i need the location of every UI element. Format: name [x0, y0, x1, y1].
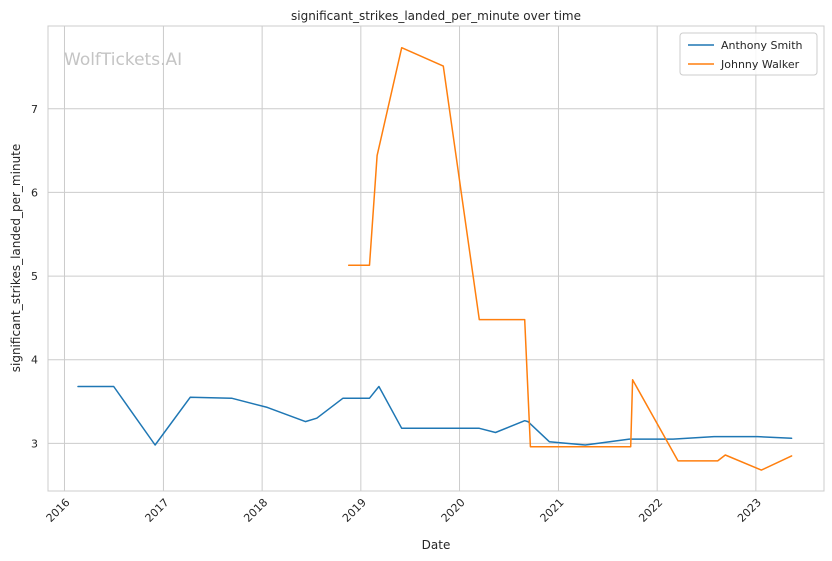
y-tick-label: 5 — [31, 270, 38, 283]
data-point-johnny-walker — [677, 460, 679, 462]
data-point-anthony-smith — [189, 397, 191, 399]
plot-frame — [47, 25, 825, 492]
data-point-johnny-walker — [760, 469, 762, 471]
data-point-anthony-smith — [527, 421, 529, 423]
data-point-anthony-smith — [524, 420, 526, 422]
data-point-anthony-smith — [77, 386, 79, 388]
data-point-anthony-smith — [369, 397, 371, 399]
data-point-johnny-walker — [725, 454, 727, 456]
data-point-anthony-smith — [266, 407, 268, 409]
legend-box — [679, 32, 818, 76]
series-line-johnny-walker — [347, 46, 793, 471]
legend: Anthony Smith Johnny Walker — [679, 32, 818, 76]
series-lines — [77, 46, 793, 471]
data-point-johnny-walker — [443, 65, 445, 67]
data-point-anthony-smith — [478, 427, 480, 429]
data-point-johnny-walker — [401, 47, 403, 49]
data-point-anthony-smith — [113, 386, 115, 388]
legend-label-anthony-smith: Anthony Smith — [721, 39, 803, 52]
data-point-anthony-smith — [548, 441, 550, 443]
data-point-johnny-walker — [524, 319, 526, 321]
data-point-anthony-smith — [713, 436, 715, 438]
data-point-johnny-walker — [530, 446, 532, 448]
data-point-johnny-walker — [630, 446, 632, 448]
data-point-anthony-smith — [231, 397, 233, 399]
data-point-anthony-smith — [401, 427, 403, 429]
data-point-johnny-walker — [632, 379, 634, 381]
series-line-anthony-smith — [77, 385, 793, 446]
data-point-johnny-walker — [478, 319, 480, 321]
data-point-anthony-smith — [629, 438, 631, 440]
x-axis-title: Date — [422, 538, 451, 552]
data-point-anthony-smith — [154, 444, 156, 446]
data-point-johnny-walker — [348, 264, 350, 266]
data-point-anthony-smith — [378, 386, 380, 388]
y-tick-labels: 3 4 5 6 7 — [31, 103, 38, 451]
watermark: WolfTickets.AI — [64, 50, 182, 70]
y-tick-label: 6 — [31, 186, 38, 199]
data-point-johnny-walker — [376, 155, 378, 157]
data-point-anthony-smith — [495, 432, 497, 434]
data-point-anthony-smith — [791, 438, 793, 440]
y-tick-label: 3 — [31, 437, 38, 450]
chart-title: significant_strikes_landed_per_minute ov… — [291, 9, 581, 23]
grid-lines — [48, 26, 824, 491]
data-point-johnny-walker — [369, 264, 371, 266]
y-tick-label: 7 — [31, 103, 38, 116]
data-point-anthony-smith — [305, 421, 307, 423]
y-axis-title: significant_strikes_landed_per_minute — [9, 144, 23, 373]
data-point-anthony-smith — [316, 417, 318, 419]
data-point-johnny-walker — [791, 455, 793, 457]
data-point-anthony-smith — [672, 438, 674, 440]
data-point-johnny-walker — [717, 460, 719, 462]
data-point-anthony-smith — [757, 436, 759, 438]
y-tick-label: 4 — [31, 354, 38, 367]
data-point-anthony-smith — [342, 397, 344, 399]
data-point-anthony-smith — [584, 444, 586, 446]
legend-label-johnny-walker: Johnny Walker — [720, 58, 800, 71]
